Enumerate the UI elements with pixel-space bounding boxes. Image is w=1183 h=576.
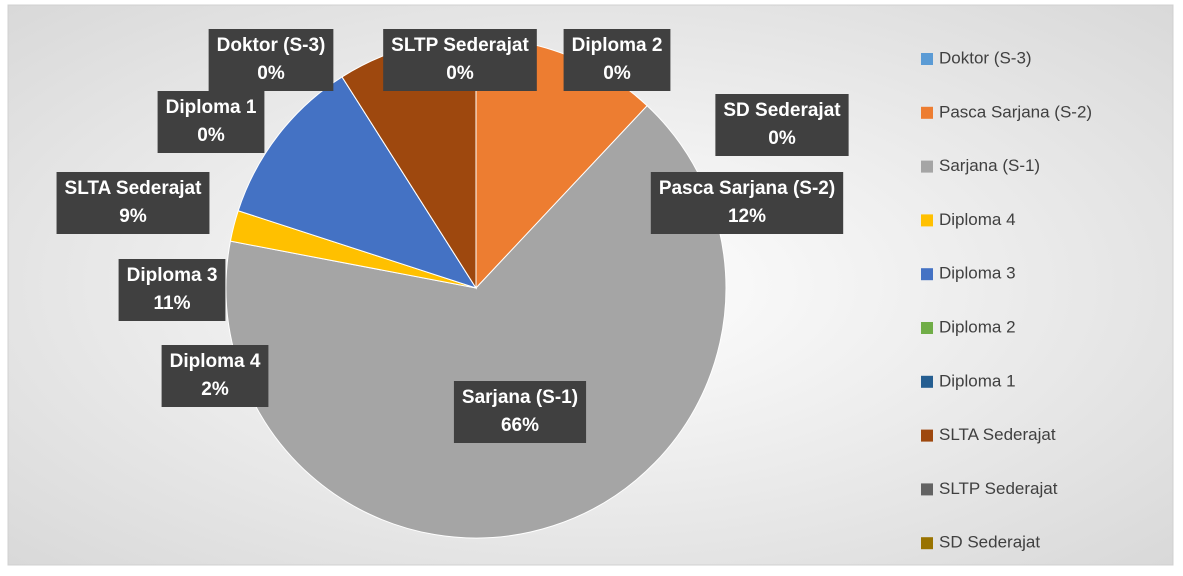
legend-label: SD Sederajat <box>939 533 1040 552</box>
data-label-value: 0% <box>446 63 474 84</box>
legend-swatch <box>921 106 933 119</box>
legend-label: SLTP Sederajat <box>939 479 1058 498</box>
legend-swatch <box>921 268 933 281</box>
data-label-box <box>453 381 587 443</box>
legend-swatch <box>921 214 933 227</box>
data-label-name: SD Sederajat <box>723 100 841 121</box>
data-label: Diploma 3 11% <box>118 259 226 321</box>
data-label-name: Pasca Sarjana (S-2) <box>659 178 835 199</box>
data-label-box <box>563 29 671 91</box>
data-label: Pasca Sarjana (S-2) 12% <box>650 172 844 234</box>
legend-label: Diploma 3 <box>939 264 1016 283</box>
legend-label: Diploma 4 <box>939 210 1016 229</box>
legend-swatch <box>921 322 933 334</box>
data-label-name: SLTP Sederajat <box>391 35 529 56</box>
data-label-value: 12% <box>728 206 766 227</box>
legend-label: Doktor (S-3) <box>939 48 1032 67</box>
legend-label: Diploma 1 <box>939 371 1016 390</box>
data-label-box <box>650 172 844 234</box>
legend-label: SLTA Sederajat <box>939 425 1056 444</box>
legend-swatch <box>921 429 933 442</box>
legend-label: Sarjana (S-1) <box>939 156 1040 175</box>
legend-swatch <box>921 53 933 65</box>
data-label: Sarjana (S-1) 66% <box>453 381 587 443</box>
legend-label: Diploma 2 <box>939 317 1016 336</box>
data-label-value: 0% <box>257 63 285 84</box>
legend-swatch <box>921 375 933 388</box>
data-label-name: SLTA Sederajat <box>65 178 203 199</box>
data-label: SLTP Sederajat 0% <box>383 29 537 91</box>
data-label: Diploma 4 2% <box>161 345 269 407</box>
data-label-value: 0% <box>603 63 631 84</box>
data-label: SLTA Sederajat 9% <box>56 172 210 234</box>
data-label: Diploma 2 0% <box>563 29 671 91</box>
legend-swatch <box>921 537 933 550</box>
data-label: Doktor (S-3) 0% <box>208 29 334 91</box>
data-label-name: Diploma 2 <box>572 35 663 56</box>
legend-label: Pasca Sarjana (S-2) <box>939 102 1092 121</box>
data-label-value: 2% <box>201 379 229 400</box>
data-label-box <box>715 94 849 156</box>
legend-swatch <box>921 160 933 173</box>
data-label-value: 9% <box>119 206 147 227</box>
data-label-value: 0% <box>768 128 796 149</box>
legend-swatch <box>921 483 933 496</box>
data-label-box <box>208 29 334 91</box>
data-label-name: Diploma 1 <box>166 97 257 118</box>
data-label-box <box>56 172 210 234</box>
data-label-name: Diploma 4 <box>170 351 261 372</box>
data-label-box <box>383 29 537 91</box>
data-label-box <box>161 345 269 407</box>
data-label-name: Sarjana (S-1) <box>462 387 578 408</box>
data-label-name: Doktor (S-3) <box>217 35 326 56</box>
data-label-value: 0% <box>197 125 225 146</box>
data-label-box <box>157 91 265 153</box>
data-label-box <box>118 259 226 321</box>
data-label-name: Diploma 3 <box>127 265 218 286</box>
data-label-value: 66% <box>501 415 539 436</box>
data-label: Diploma 1 0% <box>157 91 265 153</box>
data-label-value: 11% <box>154 293 191 314</box>
data-label: SD Sederajat 0% <box>715 94 849 156</box>
